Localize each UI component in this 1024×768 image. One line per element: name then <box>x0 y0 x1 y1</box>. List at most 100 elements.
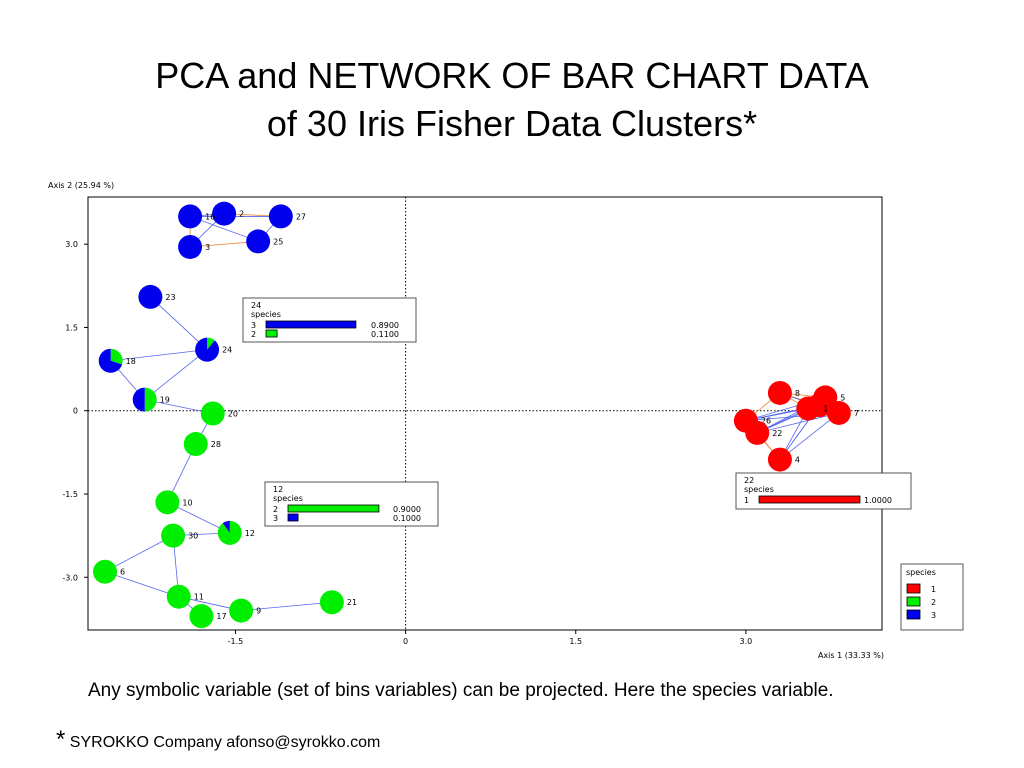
point-label: 28 <box>211 440 221 449</box>
network-edge <box>110 349 208 362</box>
annotation-variable: species <box>744 485 774 494</box>
annotation-bar-label: 2 <box>251 330 256 339</box>
plot-frame <box>87 196 883 631</box>
footer-text: SYROKKO Company afonso@syrokko.com <box>69 734 381 751</box>
annotation-bar-value: 0.1100 <box>371 330 399 339</box>
cluster-point <box>229 598 254 623</box>
cluster-point <box>200 401 225 426</box>
y-axis-label: Axis 2 (25.94 %) <box>48 181 114 190</box>
y-tick-label: 0 <box>73 407 78 416</box>
annotation-bar <box>265 329 278 338</box>
point-label: 6 <box>120 568 125 577</box>
y-tick-label: -3.0 <box>62 573 78 582</box>
point-label: 22 <box>772 429 782 438</box>
title-line-1: PCA and NETWORK OF BAR CHART DATA <box>155 55 869 96</box>
cluster-point-slice <box>207 337 215 350</box>
cluster-point <box>183 432 208 457</box>
point-label: 26 <box>761 417 771 426</box>
cluster-point <box>155 490 180 515</box>
point-label: 24 <box>222 346 232 355</box>
point-label: 30 <box>188 532 198 541</box>
legend-label: 3 <box>931 611 936 620</box>
annotation-bar-label: 3 <box>273 514 278 523</box>
network-edge <box>150 296 208 350</box>
x-tick-label: -1.5 <box>228 637 244 646</box>
point-label: 21 <box>347 598 357 607</box>
cluster-point-slice <box>217 520 242 545</box>
cluster-point <box>268 204 293 229</box>
network-edge <box>241 601 332 611</box>
cluster-point <box>767 447 792 472</box>
point-label: 4 <box>795 456 800 465</box>
annotation-cluster-id: 24 <box>251 301 261 310</box>
annotation-bar-value: 0.9000 <box>393 505 421 514</box>
cluster-point <box>246 229 271 254</box>
cluster-point <box>166 584 191 609</box>
annotation-bar-label: 1 <box>744 496 749 505</box>
cluster-point <box>796 396 821 421</box>
point-label: 7 <box>854 409 859 418</box>
annotation-bar <box>287 504 380 513</box>
cluster-point <box>161 523 186 548</box>
point-label: 5 <box>840 393 845 402</box>
annotation-bar-value: 1.0000 <box>864 496 892 505</box>
annotation-bar-value: 0.8900 <box>371 321 399 330</box>
annotation-bar-label: 2 <box>273 505 278 514</box>
x-tick-label: 0 <box>403 637 408 646</box>
legend-swatch <box>906 609 921 620</box>
legend-title: species <box>906 568 936 577</box>
cluster-point-slice <box>195 337 220 362</box>
cluster-point <box>189 604 214 629</box>
caption-text: Any symbolic variable (set of bins varia… <box>88 680 834 701</box>
cluster-point-slice <box>98 348 123 373</box>
annotation-variable: species <box>273 494 303 503</box>
point-label: 3 <box>205 243 210 252</box>
annotation-bar-value: 0.1000 <box>393 514 421 523</box>
y-tick-label: 1.5 <box>65 323 78 332</box>
title-line-2: of 30 Iris Fisher Data Clusters* <box>266 103 758 144</box>
network-edge <box>779 412 840 460</box>
cluster-point-slice <box>144 387 157 412</box>
cluster-point <box>212 201 237 226</box>
annotation-bar <box>287 513 299 522</box>
point-label: 19 <box>160 396 170 405</box>
cluster-point <box>138 284 163 309</box>
point-label: 25 <box>273 237 283 246</box>
y-tick-label: -1.5 <box>62 490 78 499</box>
cluster-point-slice <box>222 520 230 533</box>
point-label: 17 <box>216 612 226 621</box>
annotation-bar <box>758 495 861 504</box>
point-label: 23 <box>165 293 175 302</box>
cluster-point <box>319 590 344 615</box>
point-label: 27 <box>296 212 306 221</box>
network-edge <box>757 412 839 434</box>
point-label: 12 <box>245 529 255 538</box>
legend-swatch <box>906 583 921 594</box>
cluster-point <box>767 380 792 405</box>
annotation-cluster-id: 22 <box>744 476 754 485</box>
legend-label: 1 <box>931 585 936 594</box>
point-label: 8 <box>795 389 800 398</box>
legend-swatch <box>906 596 921 607</box>
annotation-bar <box>265 320 357 329</box>
point-label: 20 <box>228 410 238 419</box>
footer-star: * <box>56 726 66 753</box>
cluster-point <box>826 400 851 425</box>
cluster-point <box>93 559 118 584</box>
x-tick-label: 1.5 <box>569 637 582 646</box>
legend-label: 2 <box>931 598 936 607</box>
network-edge <box>104 535 174 573</box>
point-label: 18 <box>126 357 136 366</box>
annotation-bar-label: 3 <box>251 321 256 330</box>
footer: * SYROKKO Company afonso@syrokko.com <box>56 726 380 754</box>
cluster-point <box>745 420 770 445</box>
annotation-cluster-id: 12 <box>273 485 283 494</box>
point-label: 10 <box>182 498 192 507</box>
cluster-point <box>178 204 203 229</box>
y-tick-label: 3.0 <box>65 240 78 249</box>
network-edge <box>189 216 259 242</box>
x-axis-label: Axis 1 (33.33 %) <box>818 651 884 660</box>
annotation-variable: species <box>251 310 281 319</box>
network-edge <box>144 349 208 400</box>
